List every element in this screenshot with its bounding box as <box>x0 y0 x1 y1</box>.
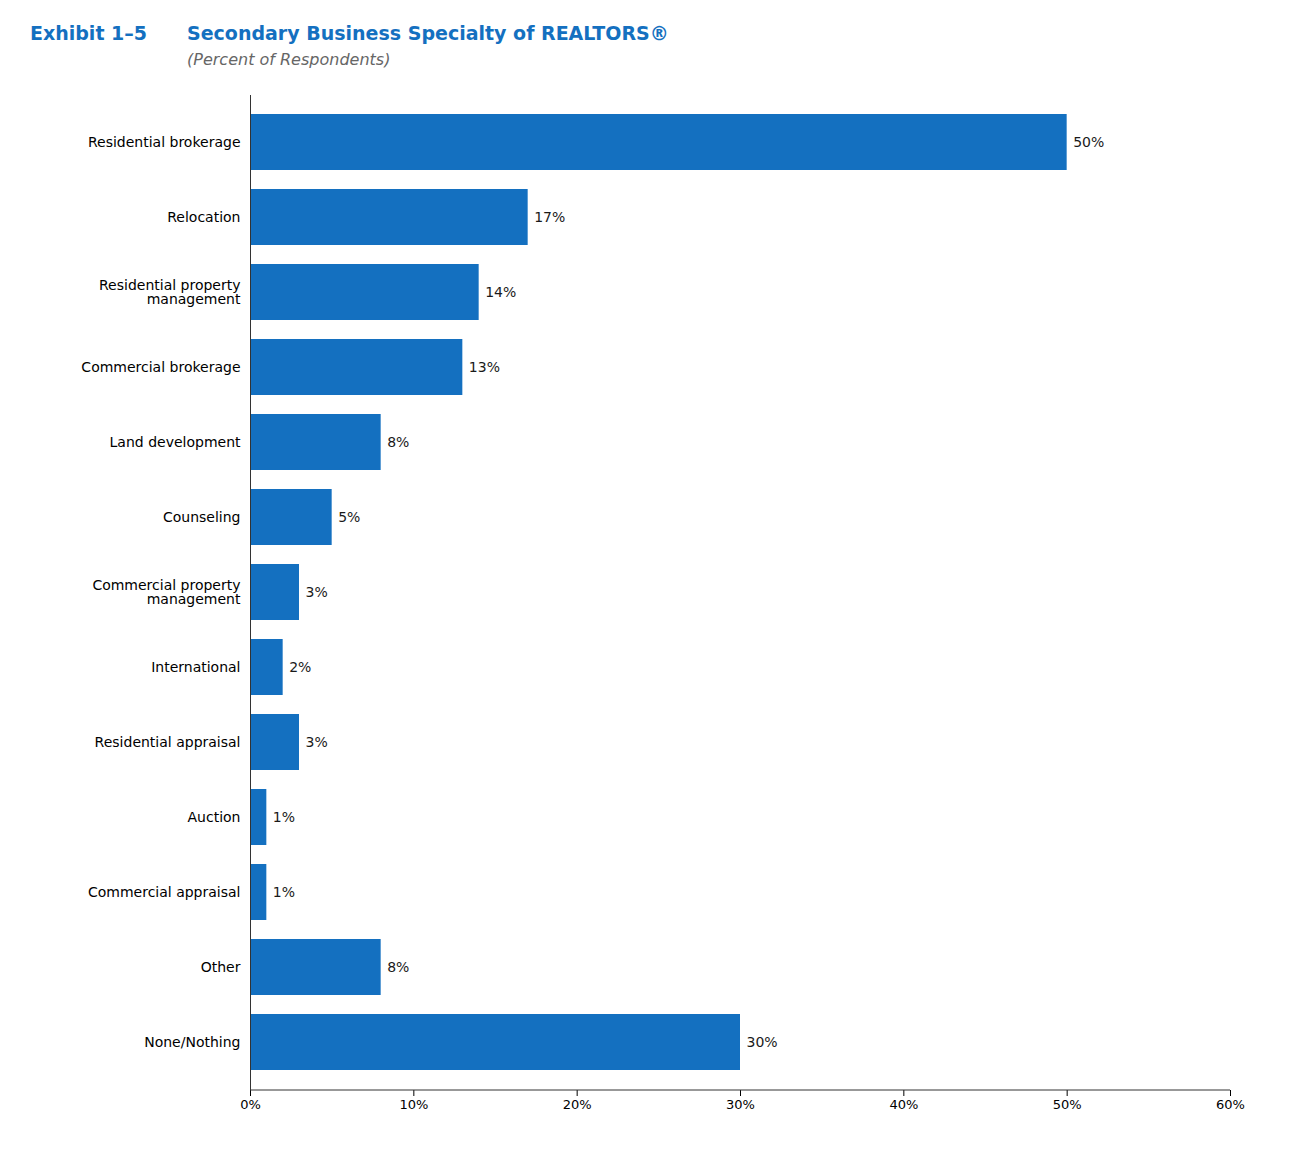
svg-text:Other: Other <box>201 959 241 975</box>
svg-text:1%: 1% <box>273 809 295 825</box>
svg-text:14%: 14% <box>485 284 516 300</box>
html-text:Secondary Business Specialty o: Secondary Business Specialty of REALTORS… <box>187 22 669 44</box>
svg-text:Relocation: Relocation <box>167 209 240 225</box>
html-text:(Percent of Respondents): (Percent of Respondents) <box>187 50 391 69</box>
svg-text:8%: 8% <box>387 959 409 975</box>
svg-text:50%: 50% <box>1053 1097 1082 1112</box>
svg-text:13%: 13% <box>469 359 500 375</box>
svg-text:50%: 50% <box>1073 134 1104 150</box>
svg-text:Commercial appraisal: Commercial appraisal <box>88 884 241 900</box>
svg-text:10%: 10% <box>399 1097 428 1112</box>
svg-text:International: International <box>151 659 240 675</box>
svg-text:0%: 0% <box>240 1097 261 1112</box>
svg-text:3%: 3% <box>306 734 328 750</box>
svg-text:Residential appraisal: Residential appraisal <box>95 734 241 750</box>
svg-text:5%: 5% <box>338 509 360 525</box>
svg-text:17%: 17% <box>534 209 565 225</box>
svg-text:Counseling: Counseling <box>163 509 241 525</box>
svg-text:30%: 30% <box>747 1034 778 1050</box>
svg-text:Commercial brokerage: Commercial brokerage <box>81 359 240 375</box>
svg-text:40%: 40% <box>889 1097 918 1112</box>
svg-text:Residential brokerage: Residential brokerage <box>88 134 241 150</box>
svg-text:8%: 8% <box>387 434 409 450</box>
svg-text:2%: 2% <box>289 659 311 675</box>
svg-text:20%: 20% <box>563 1097 592 1112</box>
svg-text:1%: 1% <box>273 884 295 900</box>
svg-text:Auction: Auction <box>188 809 241 825</box>
svg-text:30%: 30% <box>726 1097 755 1112</box>
svg-text:3%: 3% <box>306 584 328 600</box>
svg-text:Residential propertymanagement: Residential propertymanagement <box>99 277 241 307</box>
svg-text:Land development: Land development <box>110 434 241 450</box>
html-text:Exhibit 1–5: Exhibit 1–5 <box>30 22 147 44</box>
svg-text:Commercial propertymanagement: Commercial propertymanagement <box>92 577 241 607</box>
svg-text:None/Nothing: None/Nothing <box>144 1034 240 1050</box>
svg-text:60%: 60% <box>1216 1097 1245 1112</box>
